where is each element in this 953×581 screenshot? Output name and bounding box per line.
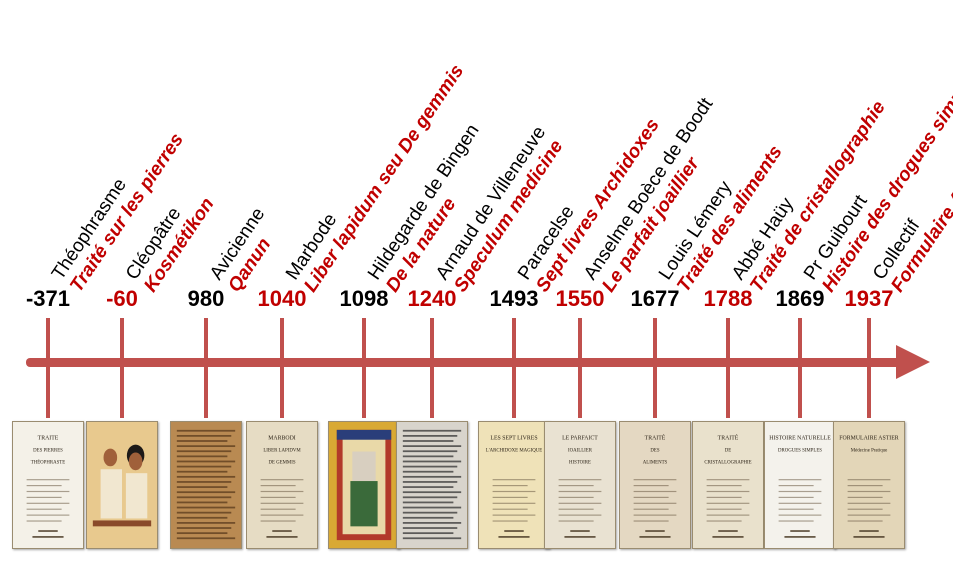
event-year: 1788 — [703, 286, 753, 311]
book-cover-thumbnail: TRAITE DES PIERRES THÉOPHRASTE — [12, 421, 84, 549]
book-cover-thumbnail — [170, 421, 242, 549]
book-cover-thumbnail: LE PARFAICT IOAILLIER HISTOIRE — [544, 421, 616, 549]
thumbnail-text: FORMULAIRE ASTIER — [839, 436, 898, 442]
book-cover-thumbnail — [396, 421, 468, 549]
event-year: 980 — [187, 286, 225, 311]
book-cover-thumbnail: MARBODI LIBER LAPIDVM DE GEMMIS — [246, 421, 318, 549]
event-year: 1937 — [844, 286, 894, 311]
thumbnail-text: DES PIERRES — [33, 449, 63, 454]
event-year: 1677 — [630, 286, 680, 311]
thumbnail-text: TRAITÉ — [718, 434, 739, 442]
book-cover-thumbnail: FORMULAIRE ASTIER Médecine Pratique — [833, 421, 905, 549]
thumbnail-text: THÉOPHRASTE — [31, 459, 65, 465]
thumbnail-text: DE GEMMIS — [268, 460, 295, 465]
thumbnail-text: TRAITE — [38, 436, 59, 442]
thumbnail-text: LIBER LAPIDVM — [263, 449, 301, 454]
thumbnail-text: CRISTALLOGRAPHIE — [704, 460, 751, 465]
thumbnail-text: HISTOIRE — [569, 460, 591, 465]
event-year: 1240 — [407, 286, 457, 311]
event-tick — [280, 318, 284, 418]
event-tick — [653, 318, 657, 418]
book-cover-thumbnail: HISTOIRE NATURELLE DROGUES SIMPLES — [764, 421, 836, 549]
thumbnail-text: DES — [650, 449, 659, 454]
event-tick — [512, 318, 516, 418]
book-cover-thumbnail: LES SEPT LIVRES L'ARCHIDOXE MAGIQUE — [478, 421, 550, 549]
event-labels: Avicienne Qanun — [206, 204, 288, 297]
thumbnail-text: Médecine Pratique — [851, 449, 887, 454]
event-year: 1040 — [257, 286, 307, 311]
thumbnail-text: LES SEPT LIVRES — [490, 436, 537, 442]
event-tick — [798, 318, 802, 418]
thumbnail-text: DROGUES SIMPLES — [778, 449, 822, 454]
timeline-axis — [26, 358, 906, 367]
event-tick — [726, 318, 730, 418]
event-tick — [867, 318, 871, 418]
thumbnail-text: IOAILLIER — [568, 449, 593, 454]
book-cover-thumbnail: TRAITÉ DES ALIMENTS — [619, 421, 691, 549]
thumbnail-text: L'ARCHIDOXE MAGIQUE — [486, 449, 542, 454]
event-year: 1550 — [555, 286, 605, 311]
book-cover-thumbnail — [86, 421, 158, 549]
event-year: 1098 — [339, 286, 389, 311]
event-year: -371 — [25, 286, 71, 311]
event-tick — [430, 318, 434, 418]
thumbnail-text: LE PARFAICT — [562, 436, 598, 442]
book-cover-thumbnail: TRAITÉ DE CRISTALLOGRAPHIE — [692, 421, 764, 549]
event-tick — [46, 318, 50, 418]
event-tick — [120, 318, 124, 418]
book-cover-thumbnail — [328, 421, 400, 549]
event-tick — [362, 318, 366, 418]
thumbnail-text: TRAITÉ — [645, 434, 666, 442]
event-tick — [578, 318, 582, 418]
event-year: -60 — [106, 286, 138, 311]
event-tick — [204, 318, 208, 418]
thumbnail-text: HISTOIRE NATURELLE — [769, 436, 831, 442]
thumbnail-text: ALIMENTS — [643, 460, 668, 465]
timeline-arrowhead — [896, 345, 930, 379]
thumbnail-text: DE — [725, 449, 731, 454]
thumbnail-text: MARBODI — [268, 436, 296, 442]
event-year: 1493 — [489, 286, 539, 311]
event-year: 1869 — [775, 286, 825, 311]
